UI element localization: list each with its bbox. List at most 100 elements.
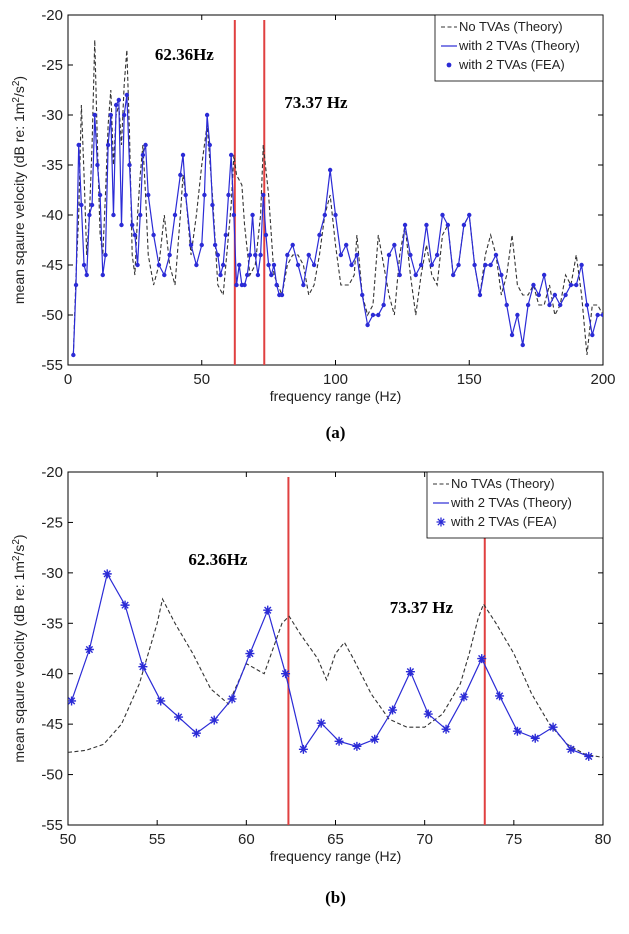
fea-marker [405, 667, 415, 677]
series-with-tvas-theory [71, 572, 589, 757]
x-tick-label: 200 [590, 371, 615, 388]
fea-marker [327, 167, 333, 173]
fea-marker [530, 733, 540, 743]
fea-marker [279, 292, 285, 298]
fea-marker [418, 262, 424, 268]
fea-marker [536, 292, 541, 298]
fea-marker [191, 728, 201, 738]
fea-marker [316, 718, 326, 728]
fea-marker [227, 694, 237, 704]
fea-marker [568, 282, 574, 288]
legend-swatch-marker [446, 62, 452, 68]
x-tick-label: 150 [457, 371, 482, 388]
fea-marker [488, 262, 493, 268]
fea-marker [424, 222, 429, 228]
fea-marker [271, 262, 277, 268]
fea-marker [595, 312, 600, 318]
fea-marker [76, 142, 81, 148]
y-axis-label-part: ) [11, 534, 27, 539]
legend: No TVAs (Theory) with 2 TVAs (Theory) with… [434, 14, 604, 82]
fea-marker [234, 282, 239, 288]
y-tick-label: -55 [41, 817, 63, 834]
fea-marker [130, 222, 135, 228]
fea-marker [459, 692, 469, 702]
fea-marker [376, 312, 381, 318]
fea-marker [584, 751, 594, 761]
fea-marker [392, 242, 397, 248]
y-tick-label: -30 [41, 107, 63, 124]
fea-marker [558, 302, 563, 308]
fea-marker [71, 352, 76, 358]
fea-marker [386, 252, 392, 258]
fea-marker [209, 715, 219, 725]
fea-marker [215, 252, 220, 258]
fea-marker [298, 744, 308, 754]
fea-marker [349, 262, 354, 268]
fea-marker [408, 252, 413, 258]
series-no-tvas-theory [68, 597, 603, 758]
y-tick-label: -45 [41, 257, 63, 274]
fea-marker [218, 272, 223, 278]
y-axis-label-part: mean sqaure velocity (dB re: 1m [11, 103, 27, 305]
fea-marker [531, 282, 536, 288]
legend: No TVAs (Theory) with 2 TVAs (Theory) with… [426, 471, 604, 539]
y-axis-label-part: mean sqaure velocity (dB re: 1m [11, 561, 27, 763]
y-tick-label: -20 [41, 464, 63, 481]
fea-marker [397, 272, 402, 278]
fea-marker [226, 192, 231, 198]
fea-marker [89, 202, 95, 208]
fea-marker [151, 232, 156, 238]
y-tick-label: -30 [41, 565, 63, 582]
fea-marker [194, 262, 199, 268]
legend-entry: No TVAs (Theory) [459, 19, 563, 34]
fea-marker [461, 222, 467, 228]
fea-marker [253, 252, 258, 258]
y-tick-label: -40 [41, 666, 63, 683]
fea-marker [441, 724, 451, 734]
fea-marker [143, 142, 148, 148]
fea-marker [504, 302, 509, 308]
fea-marker [388, 705, 398, 715]
series-group [71, 20, 603, 365]
fea-marker [434, 252, 440, 258]
chart-panel-a: 0 50 100 150 200 -20 -25 -30 -35 -40 -45 -50 -55 freq… [11, 7, 616, 442]
fea-marker [520, 342, 525, 348]
fea-marker [483, 262, 488, 268]
fea-marker [108, 112, 114, 118]
fea-marker [477, 654, 487, 664]
y-tick-label: -20 [41, 7, 63, 24]
fea-marker [402, 222, 408, 228]
y-tick-label: -25 [41, 57, 63, 74]
fea-marker [199, 242, 204, 248]
fea-marker [258, 252, 263, 258]
y-tick-label: -50 [41, 307, 63, 324]
fea-marker [103, 252, 108, 258]
y-tick-label: -40 [41, 207, 63, 224]
fea-marker [334, 736, 344, 746]
fea-marker [87, 212, 92, 218]
fea-marker [156, 262, 162, 268]
fea-marker [281, 669, 291, 679]
fea-marker [338, 252, 344, 258]
fea-marker [509, 332, 515, 338]
x-tick-label: 65 [327, 831, 344, 848]
fea-marker [79, 202, 84, 208]
fea-marker [140, 152, 146, 158]
fea-marker [584, 302, 590, 308]
x-axis-label: frequency range (Hz) [270, 848, 402, 864]
x-tick-label: 75 [505, 831, 522, 848]
fea-marker [344, 242, 349, 248]
fea-marker [138, 212, 143, 218]
legend-swatch-marker [436, 517, 446, 527]
fea-marker [180, 152, 186, 158]
fea-marker [499, 272, 504, 278]
fea-marker [515, 312, 520, 318]
frequency-annotation: 73.37 Hz [284, 93, 348, 112]
fea-marker [250, 212, 255, 218]
x-tick-label: 100 [323, 371, 348, 388]
fea-marker [207, 142, 212, 148]
fea-marker [306, 252, 311, 258]
x-axis-label: frequency range (Hz) [270, 388, 402, 404]
fea-marker [202, 192, 207, 198]
